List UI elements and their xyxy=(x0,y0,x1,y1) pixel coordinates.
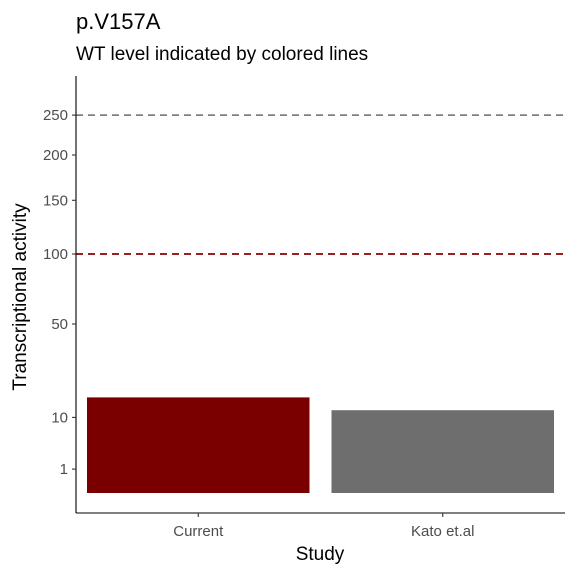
bar-current xyxy=(87,397,310,493)
chart-title: p.V157A xyxy=(76,9,161,34)
bars xyxy=(87,397,554,493)
bar-kato-et-al xyxy=(331,410,554,493)
x-tick-label: Kato et.al xyxy=(411,523,474,540)
y-tick-label: 50 xyxy=(51,316,68,333)
y-ticks: 1 10 50 100 150 200 250 xyxy=(43,107,76,478)
x-ticks: Current Kato et.al xyxy=(173,513,474,540)
y-tick-label: 10 xyxy=(51,409,68,426)
y-tick-label: 250 xyxy=(43,107,68,124)
y-tick-label: 200 xyxy=(43,147,68,164)
x-axis-title: Study xyxy=(296,544,345,565)
y-tick-label: 100 xyxy=(43,246,68,263)
y-tick-label: 150 xyxy=(43,192,68,209)
chart-subtitle: WT level indicated by colored lines xyxy=(76,44,369,65)
y-axis-title: Transcriptional activity xyxy=(10,203,31,391)
reference-lines xyxy=(76,114,565,255)
y-tick-label: 1 xyxy=(60,461,68,478)
x-tick-label: Current xyxy=(173,523,224,540)
